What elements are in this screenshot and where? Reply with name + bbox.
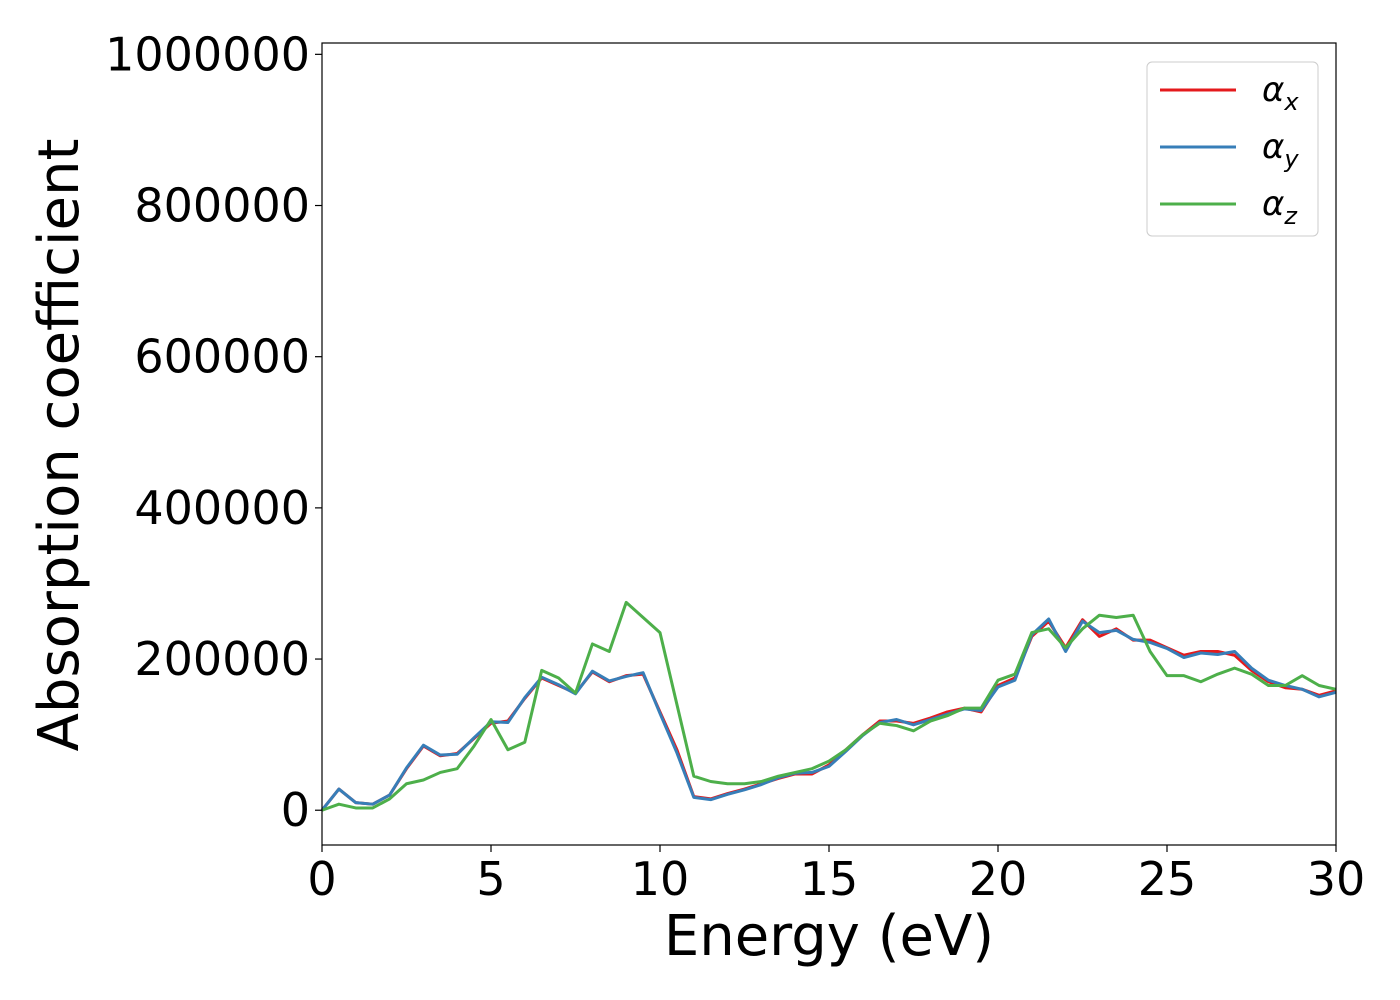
x-tick-label: 25 — [1138, 852, 1197, 906]
x-tick-label: 10 — [631, 852, 690, 906]
x-tick-label: 30 — [1307, 852, 1366, 906]
y-tick-label: 0 — [281, 783, 310, 837]
x-tick-label: 15 — [800, 852, 859, 906]
plot-frame — [321, 42, 1337, 846]
y-tick-label: 800000 — [134, 179, 310, 233]
legend-box — [1146, 61, 1319, 237]
y-tick-label: 400000 — [134, 481, 310, 535]
x-tick-label: 0 — [307, 852, 336, 906]
y-tick-label: 600000 — [134, 330, 310, 384]
y-tick-label: 200000 — [134, 632, 310, 686]
x-axis-label: Energy (eV) — [664, 904, 994, 969]
data-line — [320, 618, 1337, 812]
y-axis-label: Absorption coefficient — [27, 139, 92, 752]
x-tick-label: 20 — [969, 852, 1028, 906]
data-line — [321, 600, 1337, 812]
x-tick-label: 5 — [476, 852, 505, 906]
data-line — [320, 617, 1337, 812]
legend-label: αz — [1262, 184, 1298, 230]
y-tick-label: 1000000 — [105, 27, 310, 81]
